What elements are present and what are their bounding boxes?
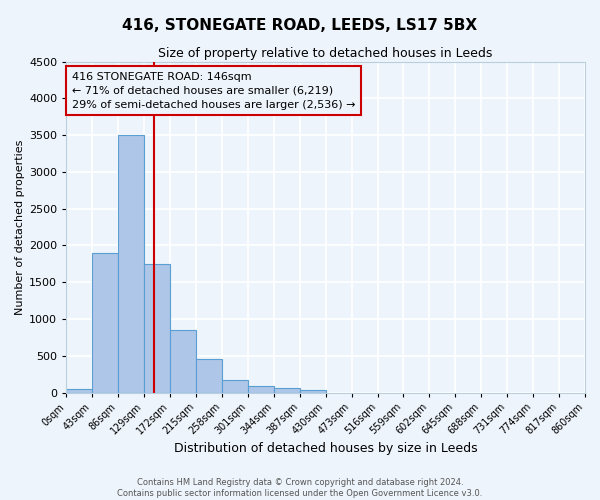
Bar <box>67 389 92 392</box>
Title: Size of property relative to detached houses in Leeds: Size of property relative to detached ho… <box>158 48 493 60</box>
Text: Contains HM Land Registry data © Crown copyright and database right 2024.
Contai: Contains HM Land Registry data © Crown c… <box>118 478 482 498</box>
Bar <box>170 330 196 392</box>
Y-axis label: Number of detached properties: Number of detached properties <box>15 140 25 315</box>
Bar <box>118 135 144 392</box>
Bar <box>144 264 170 392</box>
Text: 416 STONEGATE ROAD: 146sqm
← 71% of detached houses are smaller (6,219)
29% of s: 416 STONEGATE ROAD: 146sqm ← 71% of deta… <box>71 72 355 110</box>
Bar <box>300 390 326 392</box>
Bar <box>248 386 274 392</box>
Bar <box>92 253 118 392</box>
Bar <box>196 360 222 392</box>
X-axis label: Distribution of detached houses by size in Leeds: Distribution of detached houses by size … <box>174 442 478 455</box>
Text: 416, STONEGATE ROAD, LEEDS, LS17 5BX: 416, STONEGATE ROAD, LEEDS, LS17 5BX <box>122 18 478 32</box>
Bar <box>274 388 300 392</box>
Bar <box>222 380 248 392</box>
